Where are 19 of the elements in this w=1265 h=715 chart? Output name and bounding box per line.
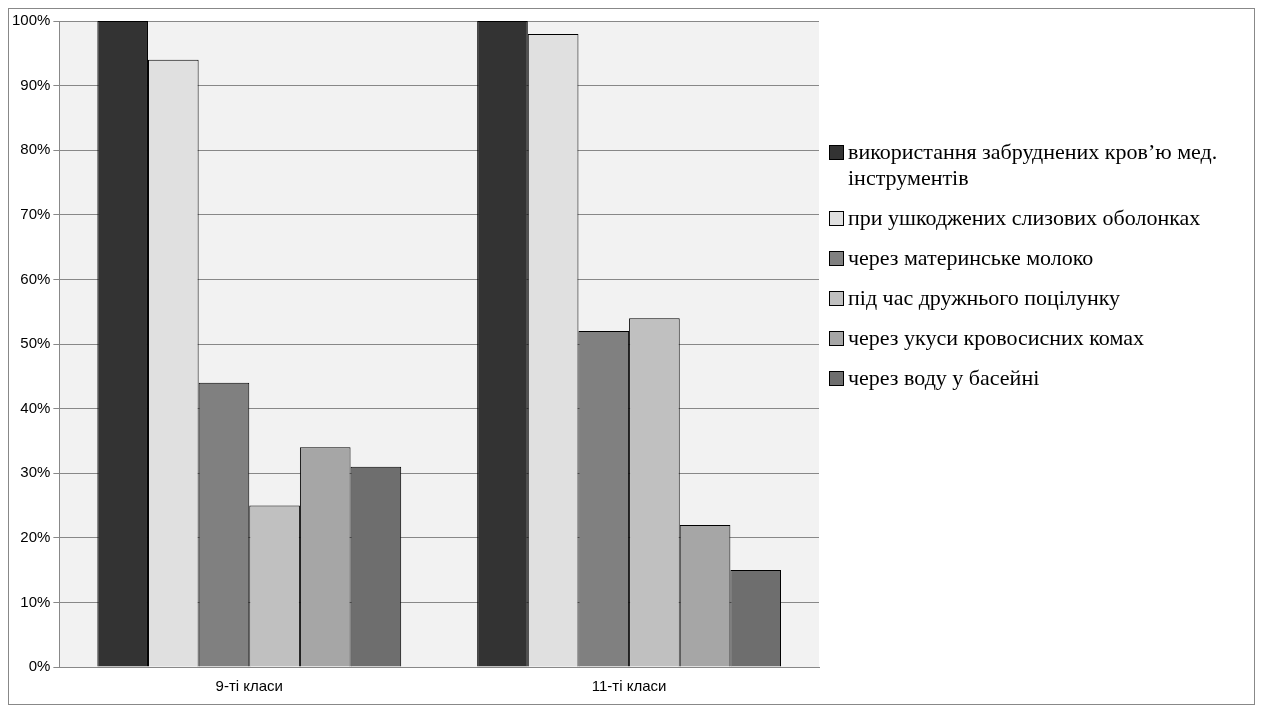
legend-label: під час дружнього поцілунку [848, 285, 1121, 311]
y-tick-label: 50% [20, 334, 51, 352]
x-tick-label: 9-ті класи [215, 677, 283, 695]
y-tick-label: 40% [20, 398, 51, 416]
y-tick-label: 80% [20, 140, 51, 158]
legend-label: при ушкоджених слизових оболонках [848, 205, 1201, 231]
y-tick-label: 30% [20, 463, 51, 481]
y-tick-label: 100% [11, 11, 51, 29]
x-tick-label: 11-ті класи [591, 677, 667, 695]
y-tick-label: 20% [20, 527, 51, 545]
legend-label: використання забруднених кров’ю мед. інструментів [848, 139, 1219, 191]
y-tick-label: 90% [20, 75, 51, 93]
y-tick-label: 70% [20, 204, 51, 222]
legend-label: через воду у басейні [848, 365, 1040, 391]
y-tick-label: 0% [28, 657, 51, 675]
legend-label: через материнське молоко [848, 245, 1094, 271]
y-tick-label: 60% [20, 269, 51, 287]
legend-label: через укуси кровосисних комах [848, 325, 1144, 351]
y-tick-label: 10% [20, 592, 51, 610]
